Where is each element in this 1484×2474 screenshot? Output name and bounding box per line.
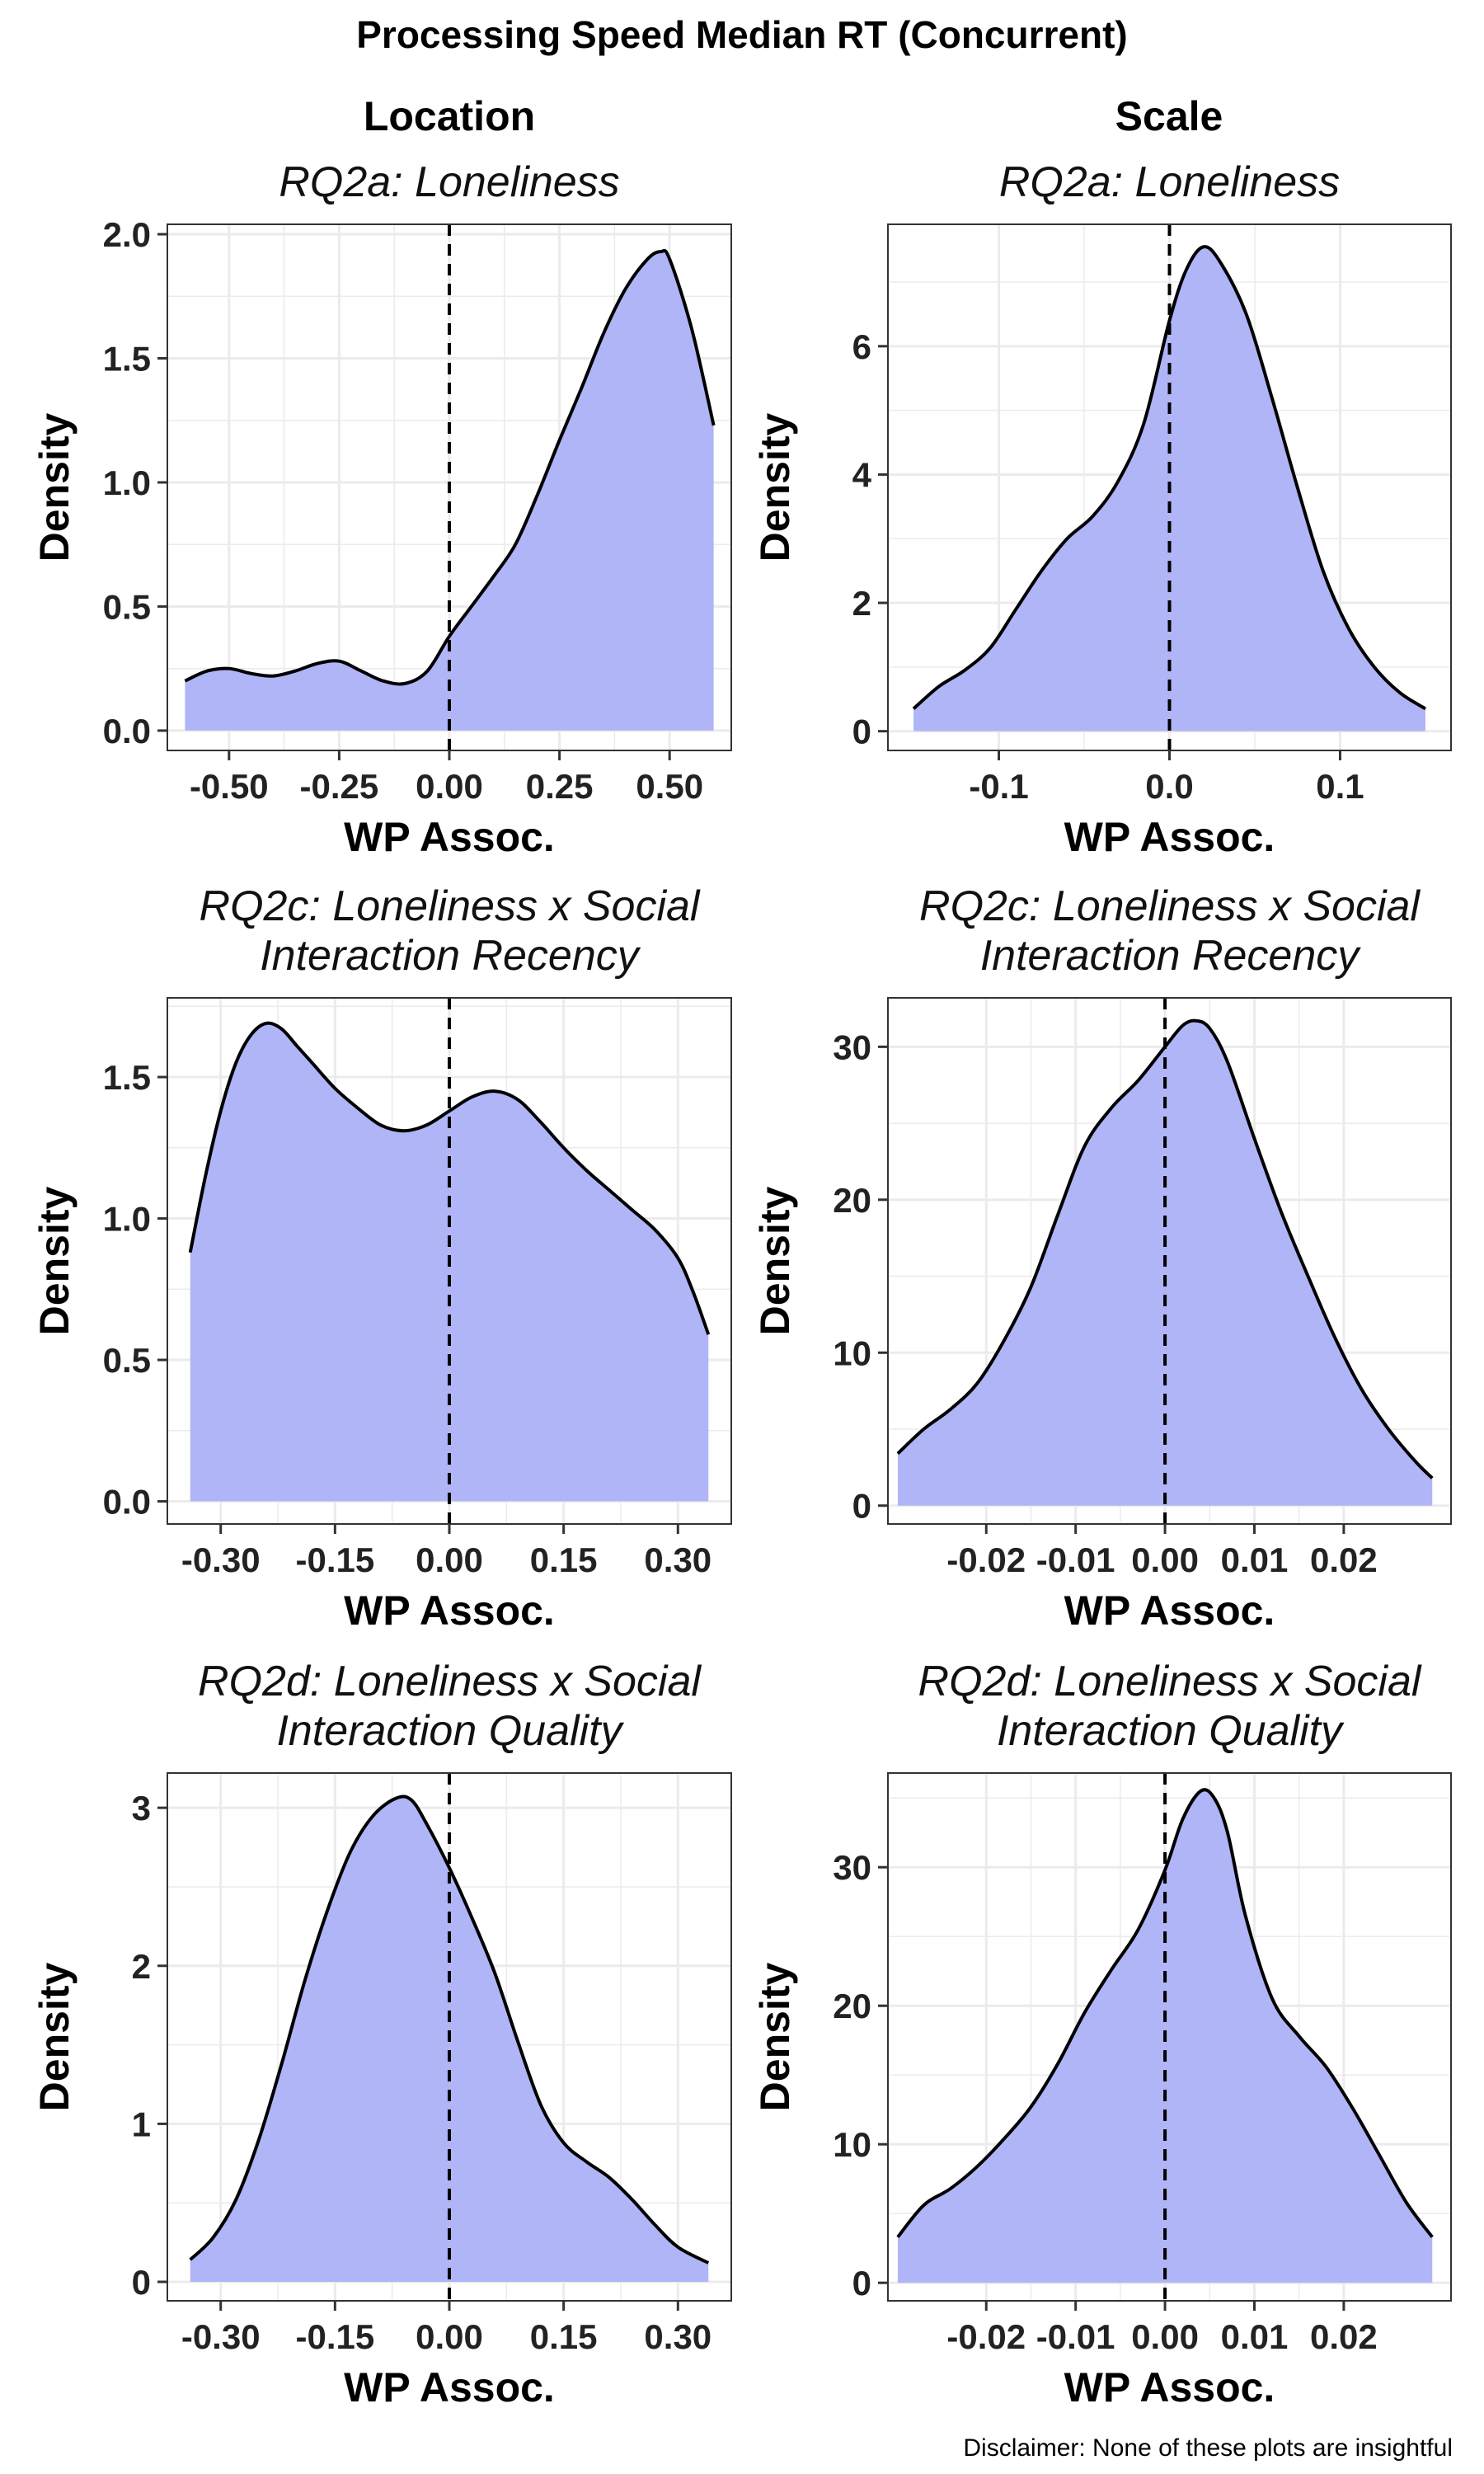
x-tick-label: -0.15 xyxy=(295,1540,374,1579)
x-tick-label: 0.02 xyxy=(1310,2317,1378,2356)
x-tick-label: -0.02 xyxy=(946,1540,1026,1579)
x-tick-label: -0.1 xyxy=(969,767,1028,806)
y-tick-label: 0 xyxy=(852,713,871,751)
y-tick-label: 30 xyxy=(833,1848,871,1887)
y-tick-label: 10 xyxy=(833,1333,871,1372)
x-axis-title: WP Assoc. xyxy=(1064,2364,1275,2411)
x-tick-label: -0.02 xyxy=(946,2317,1026,2356)
panel-title: RQ2d: Loneliness x Social xyxy=(918,1658,1422,1705)
x-tick-label: -0.30 xyxy=(181,1540,261,1579)
panel-title: Interaction Recency xyxy=(260,932,641,980)
y-tick-label: 0.5 xyxy=(103,587,151,626)
panels-container: RQ2a: Loneliness-0.50 -0.25 0.00 0.25 0.500.… xyxy=(31,158,1452,2411)
y-tick-label: 2.0 xyxy=(103,215,151,254)
column-header-location: Location xyxy=(364,93,535,139)
x-tick-label: 0.15 xyxy=(530,2317,598,2356)
y-axis-title: Density xyxy=(752,1963,798,2112)
x-tick-label: 0.50 xyxy=(636,767,703,806)
y-tick-label: 0 xyxy=(852,2264,871,2302)
x-tick-label: 0.1 xyxy=(1316,767,1364,806)
column-header-scale: Scale xyxy=(1115,93,1223,139)
panel-title: RQ2d: Loneliness x Social xyxy=(198,1658,702,1705)
density-curve xyxy=(912,245,1427,711)
x-axis-title: WP Assoc. xyxy=(344,814,555,860)
density-curve xyxy=(896,1018,1434,1479)
x-axis-title: WP Assoc. xyxy=(344,2364,555,2411)
panel-title: Interaction Recency xyxy=(980,932,1362,980)
y-axis-title: Density xyxy=(31,413,77,562)
density-curve xyxy=(189,1794,710,2265)
y-tick-label: 4 xyxy=(852,455,872,494)
panel-title: Interaction Quality xyxy=(276,1707,624,1755)
panel-border xyxy=(887,1772,1452,2302)
density-panel-1: RQ2a: Loneliness -0.50 -0.25 0.00 0.25 0.50 0.… xyxy=(31,158,732,860)
x-tick-label: 0.30 xyxy=(644,2317,711,2356)
y-tick-label: 1.0 xyxy=(103,1200,151,1239)
y-axis-title: Density xyxy=(752,1187,798,1336)
x-tick-label: 0.01 xyxy=(1221,2317,1289,2356)
caption-text: Disclaimer: None of these plots are insi… xyxy=(963,2434,1453,2462)
x-tick-label: -0.01 xyxy=(1036,2317,1115,2356)
y-tick-label: 0.0 xyxy=(103,712,151,750)
y-tick-label: 0 xyxy=(132,2263,151,2302)
x-axis-title: WP Assoc. xyxy=(1064,1587,1275,1634)
y-axis-title: Density xyxy=(752,413,798,562)
y-tick-label: 30 xyxy=(833,1028,871,1066)
x-axis-title: WP Assoc. xyxy=(344,1587,555,1634)
x-tick-label: 0.02 xyxy=(1310,1540,1378,1579)
density-panel-2: RQ2a: Loneliness -0.1 0.0 0.1 0 2 4 6 WP Assoc. D… xyxy=(752,158,1452,860)
panel-border xyxy=(887,997,1452,1525)
density-curve xyxy=(896,1788,1434,2238)
y-tick-label: 0.0 xyxy=(103,1483,151,1522)
x-tick-label: 0.00 xyxy=(416,2317,483,2356)
y-axis-title: Density xyxy=(31,1963,77,2112)
x-tick-label: -0.01 xyxy=(1036,1540,1115,1579)
y-tick-label: 20 xyxy=(833,1987,871,2025)
y-tick-label: 20 xyxy=(833,1181,871,1220)
y-tick-label: 0 xyxy=(852,1487,871,1526)
density-curve xyxy=(188,1021,711,1335)
x-tick-label: 0.00 xyxy=(1131,1540,1199,1579)
x-tick-label: -0.25 xyxy=(300,767,379,806)
y-tick-label: 1.5 xyxy=(103,340,151,379)
y-tick-label: 10 xyxy=(833,2125,871,2164)
x-tick-label: 0.00 xyxy=(416,1540,483,1579)
panel-title: RQ2c: Loneliness x Social xyxy=(919,882,1421,930)
panel-title: RQ2a: Loneliness xyxy=(999,158,1340,206)
y-tick-label: 0.5 xyxy=(103,1341,151,1380)
density-area xyxy=(185,250,714,731)
x-tick-label: -0.15 xyxy=(295,2317,374,2356)
x-tick-label: 0.00 xyxy=(416,767,483,806)
y-tick-label: 1 xyxy=(132,2105,151,2143)
plot-title: Processing Speed Median RT (Concurrent) xyxy=(356,13,1127,56)
x-tick-label: 0.00 xyxy=(1131,2317,1199,2356)
y-tick-label: 6 xyxy=(852,327,871,366)
y-tick-label: 1.0 xyxy=(103,463,151,502)
x-tick-label: 0.25 xyxy=(526,767,594,806)
x-tick-label: 0.15 xyxy=(530,1540,598,1579)
x-axis-title: WP Assoc. xyxy=(1064,814,1275,860)
x-tick-label: -0.50 xyxy=(190,767,269,806)
panel-title: RQ2a: Loneliness xyxy=(279,158,619,206)
density-curve xyxy=(184,248,716,686)
y-tick-label: 1.5 xyxy=(103,1058,151,1097)
y-tick-label: 2 xyxy=(132,1947,151,1986)
x-tick-label: 0.30 xyxy=(644,1540,711,1579)
panel-title: RQ2c: Loneliness x Social xyxy=(200,882,701,930)
x-tick-label: 0.0 xyxy=(1145,767,1193,806)
x-tick-label: -0.30 xyxy=(181,2317,261,2356)
y-tick-label: 3 xyxy=(132,1789,151,1827)
y-axis-title: Density xyxy=(31,1187,77,1336)
panel-title: Interaction Quality xyxy=(997,1707,1345,1755)
x-tick-label: 0.01 xyxy=(1221,1540,1289,1579)
y-tick-label: 2 xyxy=(852,584,871,623)
